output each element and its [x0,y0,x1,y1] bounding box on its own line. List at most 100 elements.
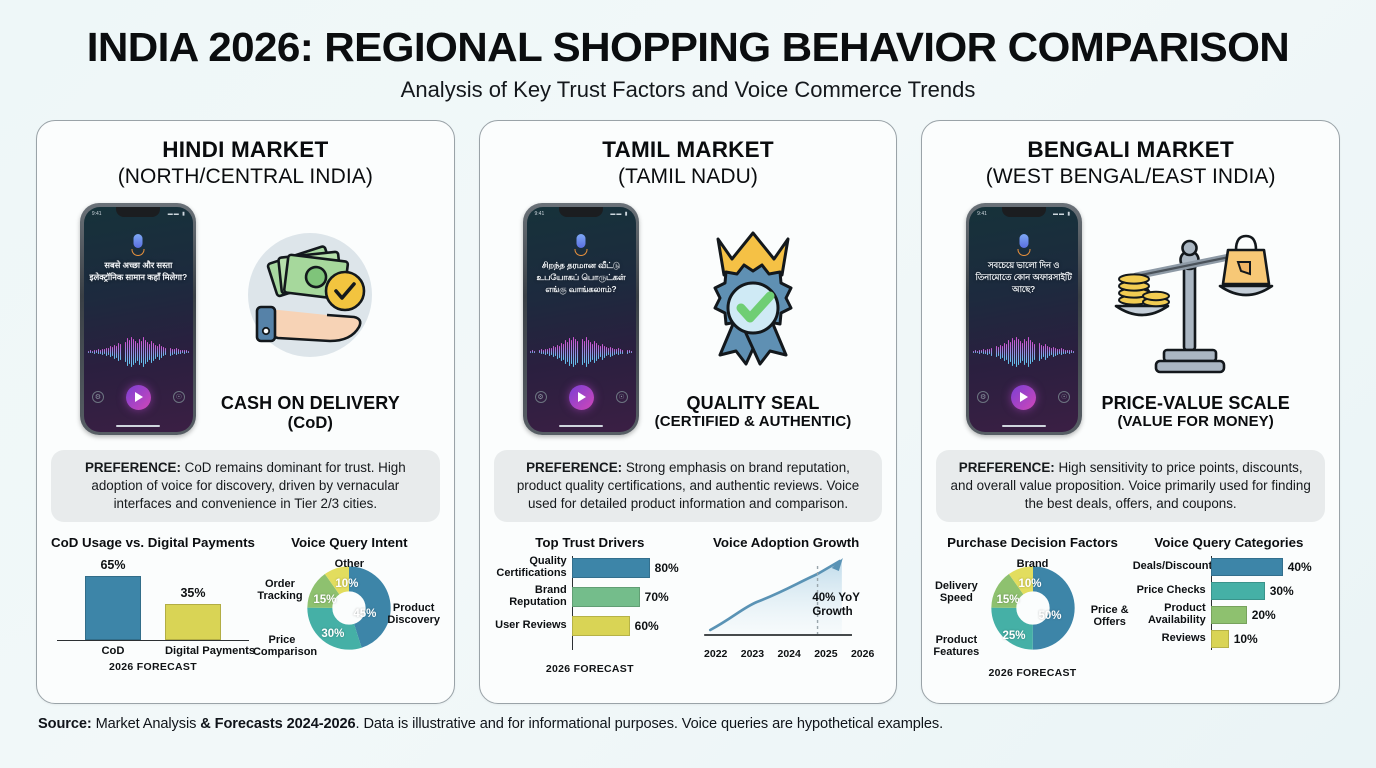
preference-box-bengali: PREFERENCE: High sensitivity to price po… [936,450,1326,523]
hero-label-tamil: QUALITY SEAL (CERTIFIED & AUTHENTIC) [655,393,852,430]
chart-title: Voice Adoption Growth [713,535,860,551]
bar-label: Deals/Discounts [1132,559,1219,572]
hero-label-sub: (CoD) [287,413,334,432]
preference-text: CoD remains dominant for trust. High ado… [91,460,406,512]
phone-controls-hindi: ⚙ ☉ [84,384,193,410]
market-cards: HINDI MARKET (NORTH/CENTRAL INDIA) 9:41 … [0,103,1376,705]
slice-value: 15% [313,594,337,607]
slice-value: 10% [1018,578,1042,591]
microphone-icon [574,233,588,256]
settings-icon[interactable]: ⚙ [91,391,104,404]
market-card-tamil: TAMIL MARKET (TAMIL NADU) 9:41 ▬▬ ▮ சிறந… [478,120,898,705]
status-icons: ▬▬ ▮ [1053,210,1072,217]
hero-label-main: PRICE-VALUE SCALE [1101,393,1290,414]
waveform-icon [530,335,632,369]
bar-value: 30% [1269,583,1294,598]
bar-value: 80% [654,561,679,576]
cash-in-hand-icon [235,205,385,391]
bar-value: 70% [644,590,669,605]
bar-row: Brand Reputation 70% [494,585,686,609]
card-subtitle-bengali: (WEST BENGAL/EAST INDIA) [985,165,1276,189]
card-header-tamil: TAMIL MARKET (TAMIL NADU) [494,137,883,189]
preference-label: PREFERENCE: [958,460,1055,476]
footer-source: Source: Market Analysis & Forecasts 2024… [0,704,1376,732]
hero-icon-col-bengali: PRICE-VALUE SCALE (VALUE FOR MONEY) [1096,203,1296,430]
globe-icon[interactable]: ☉ [615,391,628,404]
preference-text: High sensitivity to price points, discou… [950,460,1311,512]
chart-title: Top Trust Drivers [535,535,645,551]
header: INDIA 2026: REGIONAL SHOPPING BEHAVIOR C… [0,0,1376,103]
phone-mockup-bengali: 9:41 ▬▬ ▮ সবচেয়ে ভালো দিন ও তিনামোতে কোন… [965,203,1082,436]
hero-label-hindi: CASH ON DELIVERY (CoD) [221,393,400,432]
x-tick-label: 2025 [814,648,838,661]
play-icon[interactable] [1011,384,1037,410]
chart-title: Voice Query Intent [291,535,408,551]
chart-row-bengali: Purchase Decision Factors 50% 25% 15% 10… [933,535,1325,695]
home-indicator [1001,424,1046,427]
chart-purchase-decision-factors: Purchase Decision Factors 50% 25% 15% 10… [933,535,1128,695]
x-axis-labels: 2022 2023 2024 2025 2026 [704,648,874,660]
globe-icon[interactable]: ☉ [1058,391,1071,404]
bar-chart-vertical: 65% 35% CoD Digital Payments [51,552,255,658]
chart-row-tamil: Top Trust Drivers Quality Certifications… [494,535,883,695]
x-tick-label: 2022 [704,648,728,661]
bar-digital [164,604,221,641]
chart-top-trust-drivers: Top Trust Drivers Quality Certifications… [494,535,686,695]
slice-label: Other [334,558,364,571]
chart-title: Purchase Decision Factors [947,535,1118,551]
line-chart-svg [704,558,852,637]
microphone-icon [1017,233,1031,256]
bar-label: Product Availability [1148,601,1206,626]
settings-icon[interactable]: ⚙ [534,391,547,404]
bar-label: Price Checks [1136,583,1206,596]
bar-value: 35% [180,586,206,601]
bar-chart-horizontal: Quality Certifications 80% Brand Reputat… [494,552,686,660]
hero-icon-col-hindi: CASH ON DELIVERY (CoD) [210,203,410,432]
globe-icon[interactable]: ☉ [172,391,185,404]
preference-text: Strong emphasis on brand reputation, pro… [516,460,860,512]
slice-value: 45% [353,608,377,621]
chart-title: CoD Usage vs. Digital Payments [51,535,255,551]
slice-label: Delivery Speed [934,580,978,605]
slice-value: 10% [335,578,359,591]
hero-label-sub: (CERTIFIED & AUTHENTIC) [654,412,852,430]
card-title-tamil: TAMIL MARKET [602,137,774,163]
page-title: INDIA 2026: REGIONAL SHOPPING BEHAVIOR C… [86,24,1290,70]
price-value-scale-icon [1112,205,1280,391]
slice-label: Brand [1016,558,1049,571]
bar-label: Quality Certifications [496,555,567,580]
settings-icon[interactable]: ⚙ [977,391,990,404]
hero-label-main: QUALITY SEAL [686,393,820,414]
phone-controls-tamil: ⚙ ☉ [527,384,636,410]
play-icon[interactable] [125,384,151,410]
market-card-hindi: HINDI MARKET (NORTH/CENTRAL INDIA) 9:41 … [36,120,455,705]
waveform-icon [87,335,189,369]
hero-label-main: CASH ON DELIVERY [220,393,400,414]
preference-label: PREFERENCE: [526,460,623,476]
hero-label-sub: (VALUE FOR MONEY) [1117,412,1274,430]
phone-mockup-tamil: 9:41 ▬▬ ▮ சிறந்த தரமான வீட்டு உபயோகப் பொ… [523,203,639,436]
voice-query-text-hindi: सबसे अच्छा और सस्ता इलेक्ट्रॉनिक सामान क… [89,259,188,282]
source-text-2: . Data is illustrative and for informati… [355,716,944,733]
growth-annotation: 40% YoY Growth [812,592,860,618]
slice-value: 30% [321,628,345,641]
phone-screen-tamil: 9:41 ▬▬ ▮ சிறந்த தரமான வீட்டு உபயோகப் பொ… [526,206,636,432]
x-tick-label: 2026 [850,648,875,661]
phone-notch [559,206,603,217]
donut-chart-purchase-factors: 50% 25% 15% 10% Price & Offers Product F… [933,552,1128,664]
slice-label: Product Features [933,634,980,659]
bar-label: Reviews [1161,631,1206,644]
status-icons: ▬▬ ▮ [610,210,629,217]
bar-col: 65% [84,558,141,641]
play-icon[interactable] [568,384,594,410]
slice-value: 15% [996,594,1020,607]
slice-label: Order Tracking [257,578,303,603]
home-indicator [116,424,161,427]
card-title-hindi: HINDI MARKET [162,137,329,163]
preference-label: PREFERENCE: [84,460,181,476]
card-subtitle-hindi: (NORTH/CENTRAL INDIA) [117,165,373,189]
waveform-icon [973,335,1075,369]
bar-brand [571,587,640,608]
quality-seal-icon [678,205,828,391]
